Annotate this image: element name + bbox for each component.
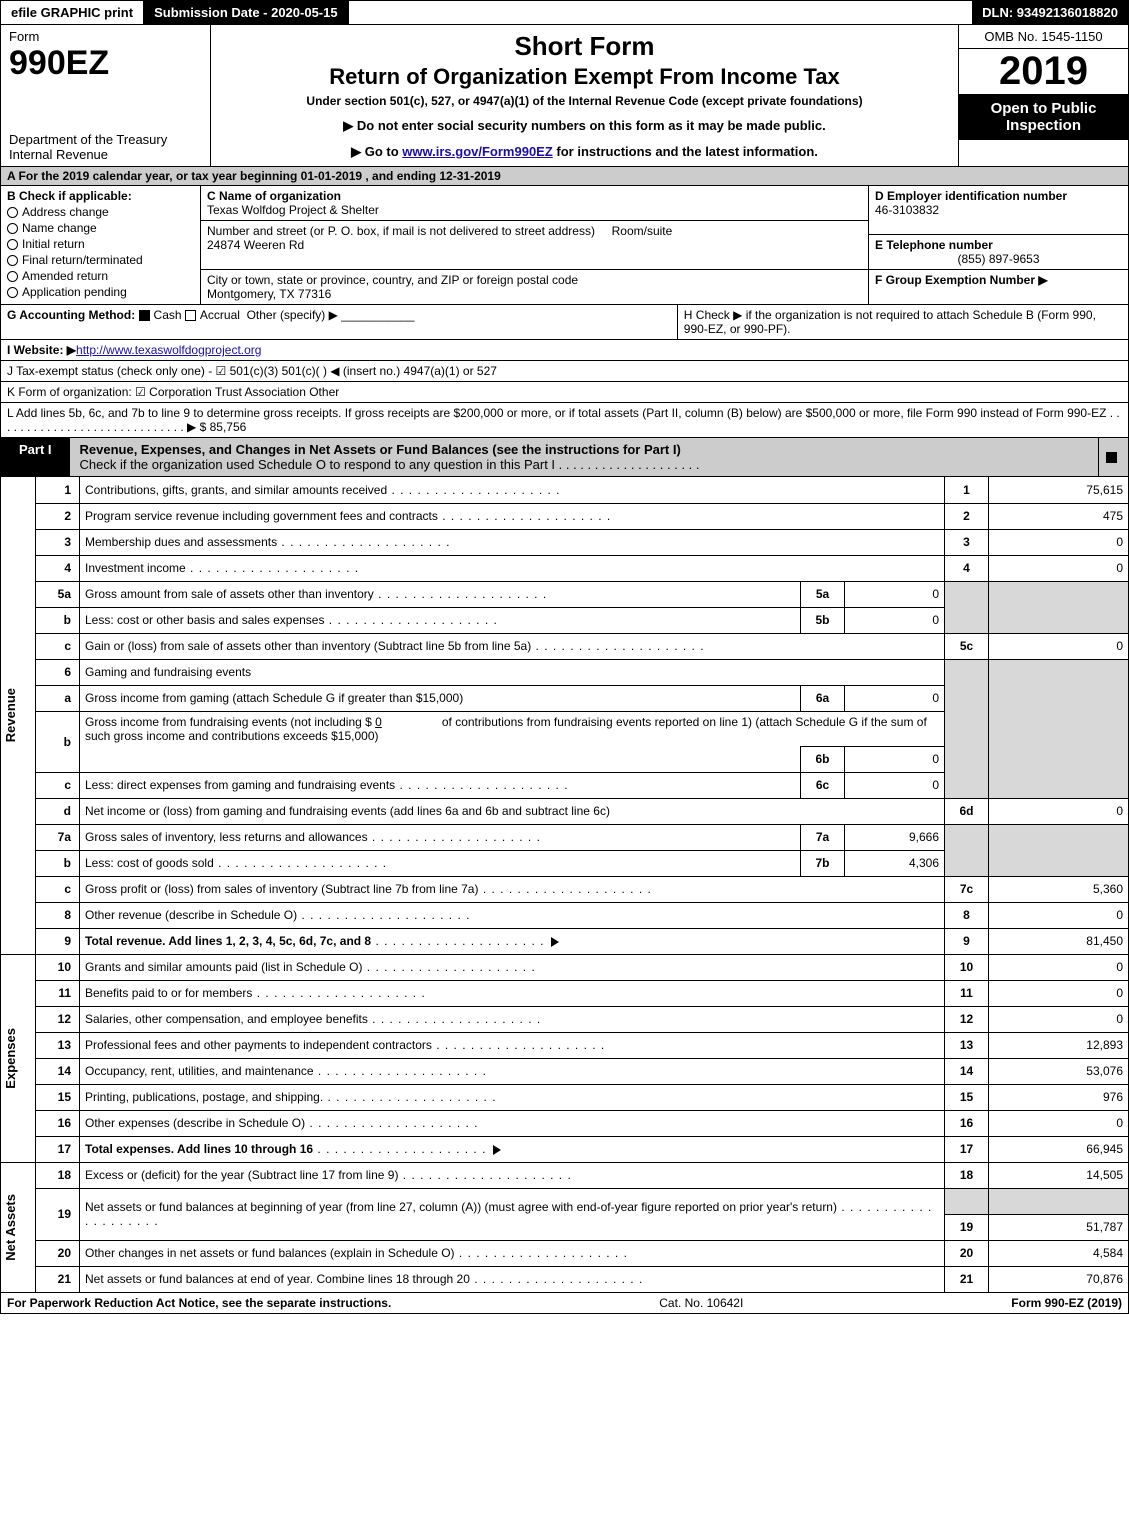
- room-label: Room/suite: [612, 224, 673, 238]
- website-link[interactable]: http://www.texaswolfdogproject.org: [76, 343, 261, 357]
- line-5c-value: 0: [989, 633, 1129, 659]
- line-6b-value: 0: [845, 746, 945, 772]
- org-info-table: B Check if applicable: Address change Na…: [0, 186, 1129, 305]
- dln-badge: DLN: 93492136018820: [972, 1, 1128, 24]
- checkbox-cash[interactable]: [139, 310, 150, 321]
- form-subtitle: Under section 501(c), 527, or 4947(a)(1)…: [219, 94, 950, 108]
- form-number: 990EZ: [9, 44, 202, 83]
- open-public-badge: Open to Public Inspection: [959, 94, 1128, 140]
- revenue-vlabel: Revenue: [1, 684, 20, 746]
- line-4-value: 0: [989, 555, 1129, 581]
- form-title-short: Short Form: [219, 31, 950, 62]
- checkbox-address-change[interactable]: [7, 207, 18, 218]
- line-8-value: 0: [989, 902, 1129, 928]
- irs-link[interactable]: www.irs.gov/Form990EZ: [402, 144, 553, 159]
- line-5a-value: 0: [845, 581, 945, 607]
- row-g-label: G Accounting Method:: [7, 308, 135, 322]
- line-12-value: 0: [989, 1006, 1129, 1032]
- expenses-vlabel: Expenses: [1, 1024, 20, 1093]
- checkbox-schedule-o[interactable]: [1106, 452, 1117, 463]
- box-e-label: E Telephone number: [875, 238, 993, 252]
- row-k: K Form of organization: ☑ Corporation Tr…: [0, 382, 1129, 403]
- line-1-value: 75,615: [989, 477, 1129, 503]
- efile-print-button[interactable]: efile GRAPHIC print: [1, 1, 144, 24]
- line-13-value: 12,893: [989, 1032, 1129, 1058]
- line-6c-value: 0: [845, 772, 945, 798]
- row-i: I Website: ▶http://www.texaswolfdogproje…: [0, 340, 1129, 361]
- dept-treasury: Department of the Treasury: [9, 132, 202, 147]
- row-j: J Tax-exempt status (check only one) - ☑…: [0, 361, 1129, 382]
- checkbox-accrual[interactable]: [185, 310, 196, 321]
- page-footer: For Paperwork Reduction Act Notice, see …: [0, 1293, 1129, 1314]
- line-7c-value: 5,360: [989, 876, 1129, 902]
- line-6d-value: 0: [989, 798, 1129, 824]
- line-16-value: 0: [989, 1110, 1129, 1136]
- ein-value: 46-3103832: [875, 203, 939, 217]
- form-title-full: Return of Organization Exempt From Incom…: [219, 64, 950, 90]
- line-20-value: 4,584: [989, 1240, 1129, 1266]
- box-c-label: C Name of organization: [207, 189, 341, 203]
- city-label: City or town, state or province, country…: [207, 273, 578, 287]
- checkbox-application-pending[interactable]: [7, 287, 18, 298]
- footer-left: For Paperwork Reduction Act Notice, see …: [7, 1296, 391, 1310]
- line-10-value: 0: [989, 954, 1129, 980]
- line-17-value: 66,945: [989, 1136, 1129, 1162]
- rows-g-h: G Accounting Method: Cash Accrual Other …: [0, 305, 1129, 340]
- line-9-value: 81,450: [989, 928, 1129, 954]
- irs-label: Internal Revenue: [9, 147, 202, 162]
- form-header: Form 990EZ Department of the Treasury In…: [0, 25, 1129, 167]
- footer-catalog: Cat. No. 10642I: [391, 1296, 1011, 1310]
- box-d-label: D Employer identification number: [875, 189, 1067, 203]
- line-19-value: 51,787: [989, 1214, 1129, 1240]
- line-14-value: 53,076: [989, 1058, 1129, 1084]
- checkbox-name-change[interactable]: [7, 223, 18, 234]
- row-h: H Check ▶ if the organization is not req…: [677, 305, 1128, 340]
- line-6b-contrib-amount: 0: [375, 715, 382, 729]
- arrow-icon: [551, 937, 559, 947]
- line-3-value: 0: [989, 529, 1129, 555]
- top-bar: efile GRAPHIC print Submission Date - 20…: [0, 0, 1129, 25]
- checkbox-amended-return[interactable]: [7, 271, 18, 282]
- omb-number: OMB No. 1545-1150: [959, 25, 1128, 49]
- line-5b-value: 0: [845, 607, 945, 633]
- part-1-subtitle: Check if the organization used Schedule …: [80, 457, 700, 472]
- part-1-header: Part I Revenue, Expenses, and Changes in…: [0, 438, 1129, 477]
- line-18-value: 14,505: [989, 1162, 1129, 1188]
- line-21-value: 70,876: [989, 1266, 1129, 1292]
- arrow-icon: [493, 1145, 501, 1155]
- form-instruction-2: ▶ Go to www.irs.gov/Form990EZ for instru…: [219, 144, 950, 160]
- footer-form-ref: Form 990-EZ (2019): [1011, 1296, 1122, 1310]
- checkbox-initial-return[interactable]: [7, 239, 18, 250]
- city-value: Montgomery, TX 77316: [207, 287, 331, 301]
- org-name: Texas Wolfdog Project & Shelter: [207, 203, 379, 217]
- tax-year: 2019: [959, 49, 1128, 94]
- submission-date-badge: Submission Date - 2020-05-15: [144, 1, 349, 24]
- line-11-value: 0: [989, 980, 1129, 1006]
- line-7b-value: 4,306: [845, 850, 945, 876]
- line-6a-value: 0: [845, 685, 945, 711]
- part-1-tab: Part I: [1, 438, 70, 476]
- line-7a-value: 9,666: [845, 824, 945, 850]
- box-f-label: F Group Exemption Number ▶: [875, 273, 1048, 287]
- phone-value: (855) 897-9653: [875, 252, 1122, 266]
- part-1-title: Revenue, Expenses, and Changes in Net As…: [80, 442, 681, 457]
- row-l: L Add lines 5b, 6c, and 7b to line 9 to …: [0, 403, 1129, 438]
- section-a-tax-year: A For the 2019 calendar year, or tax yea…: [0, 167, 1129, 186]
- form-word: Form: [9, 29, 202, 44]
- net-assets-vlabel: Net Assets: [1, 1190, 20, 1265]
- line-15-value: 976: [989, 1084, 1129, 1110]
- street-value: 24874 Weeren Rd: [207, 238, 304, 252]
- form-instruction-1: ▶ Do not enter social security numbers o…: [219, 118, 950, 134]
- street-label: Number and street (or P. O. box, if mail…: [207, 224, 595, 238]
- financial-table: Revenue 1 Contributions, gifts, grants, …: [0, 477, 1129, 1293]
- line-2-value: 475: [989, 503, 1129, 529]
- box-b-label: B Check if applicable:: [7, 189, 194, 203]
- checkbox-final-return[interactable]: [7, 255, 18, 266]
